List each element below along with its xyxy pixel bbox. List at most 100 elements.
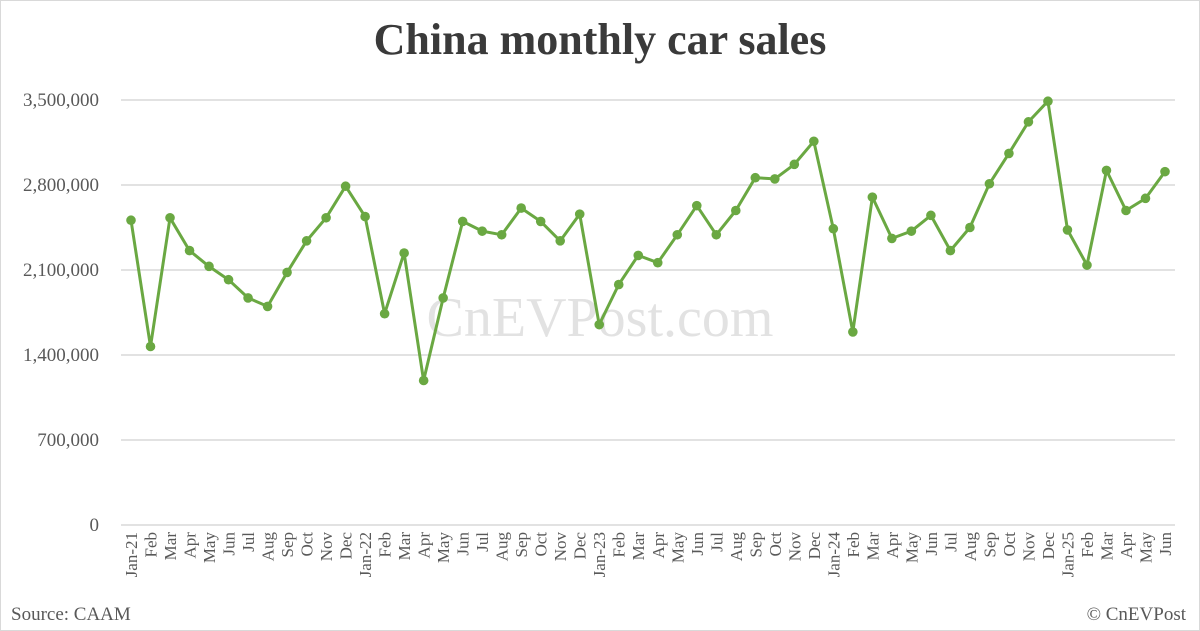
x-tick-label: Oct [766,532,785,557]
x-tick-label: Jan-25 [1058,532,1077,577]
x-tick-label: Jun [1156,532,1175,556]
data-point [340,181,351,192]
x-tick-label: Sep [512,532,531,558]
data-point [613,279,624,290]
x-tick-label: Mar [161,532,180,561]
x-tick-label: Jul [941,532,960,552]
x-tick-label: Jul [239,532,258,552]
x-tick-label: Jun [922,532,941,556]
x-tick-label: Sep [980,532,999,558]
data-point [418,375,429,386]
data-point [848,327,858,337]
x-tick-label: Feb [1078,532,1097,558]
data-point [360,211,370,222]
x-tick-label: Jul [707,532,726,552]
x-tick-label: Feb [142,532,161,558]
x-tick-label: May [200,532,219,564]
data-point [223,274,234,285]
data-point [1043,96,1053,107]
data-point [906,226,917,236]
x-axis-ticks: Jan-21 Feb Mar Apr May Jun Jul Aug Sep Oct Nov Dec J… [122,532,1175,578]
data-point [1140,193,1151,204]
x-tick-label: Jun [688,532,707,556]
data-point [321,212,331,223]
y-tick-label: 0 [90,515,100,536]
x-tick-label: Jun [454,532,473,556]
series-car-sales [126,96,1170,386]
data-point [770,174,780,184]
chart-title: China monthly car sales [373,15,827,64]
x-tick-label: Oct [1000,532,1019,557]
x-tick-label: Aug [493,532,512,562]
data-point [262,301,273,312]
data-point [1121,205,1131,216]
data-point [184,245,195,256]
x-tick-label: Aug [259,532,278,562]
data-point [926,210,936,221]
data-point [1062,225,1073,235]
x-tick-label: May [668,532,687,564]
x-tick-label: May [902,532,921,564]
data-point [1101,165,1112,176]
data-point [867,192,878,202]
x-tick-label: Apr [1117,532,1136,559]
x-tick-label: Sep [746,532,765,558]
x-tick-label: Feb [610,532,629,558]
x-tick-label: May [1136,532,1155,564]
gridlines [121,99,1175,526]
data-point [1160,166,1170,177]
data-point [438,293,448,303]
x-tick-label: Feb [376,532,395,558]
x-tick-label: Mar [395,532,414,561]
data-point [633,250,644,261]
data-point [809,136,819,147]
x-tick-label: Oct [298,532,317,557]
data-point [282,267,292,278]
x-tick-label: Mar [863,532,882,561]
data-point [945,245,956,256]
x-tick-label: Mar [1097,532,1116,561]
data-point [965,222,975,233]
copyright-credit: © CnEVPost [1086,604,1186,625]
x-tick-label: Jan-21 [122,532,141,577]
y-tick-label: 2,100,000 [23,260,99,281]
data-point [691,200,702,211]
series-line [129,99,1167,382]
x-tick-label: Jul [473,532,492,552]
x-tick-label: Nov [317,532,336,562]
data-point [1004,148,1014,159]
x-tick-label: Mar [629,532,648,561]
data-point [887,233,897,244]
data-point [379,308,390,319]
x-tick-label: Apr [883,532,902,559]
x-tick-label: Dec [337,532,356,560]
data-point [711,229,722,240]
x-tick-label: Apr [181,532,200,559]
x-tick-label: May [434,532,453,564]
data-point [828,223,839,234]
x-tick-label: Sep [278,532,297,558]
x-tick-label: Apr [415,532,434,559]
y-tick-label: 3,500,000 [23,90,99,111]
data-point [574,209,585,219]
data-point [301,236,312,246]
x-tick-label: Jun [220,532,239,556]
data-point [165,212,175,223]
data-point [652,257,663,268]
x-tick-label: Jan-24 [824,532,843,578]
source-note: Source: CAAM [11,604,131,625]
x-tick-label: Aug [961,532,980,562]
data-point [243,293,253,303]
data-point [672,229,683,240]
data-point [399,248,409,258]
data-point [555,236,566,246]
y-axis-ticks: 0 700,000 1,400,000 2,100,000 2,800,000 3,500… [23,90,99,536]
data-point [789,159,800,170]
x-tick-label: Dec [805,532,824,560]
data-point [477,226,487,236]
data-point [457,216,468,227]
data-point [730,205,741,216]
y-tick-label: 1,400,000 [23,345,99,366]
